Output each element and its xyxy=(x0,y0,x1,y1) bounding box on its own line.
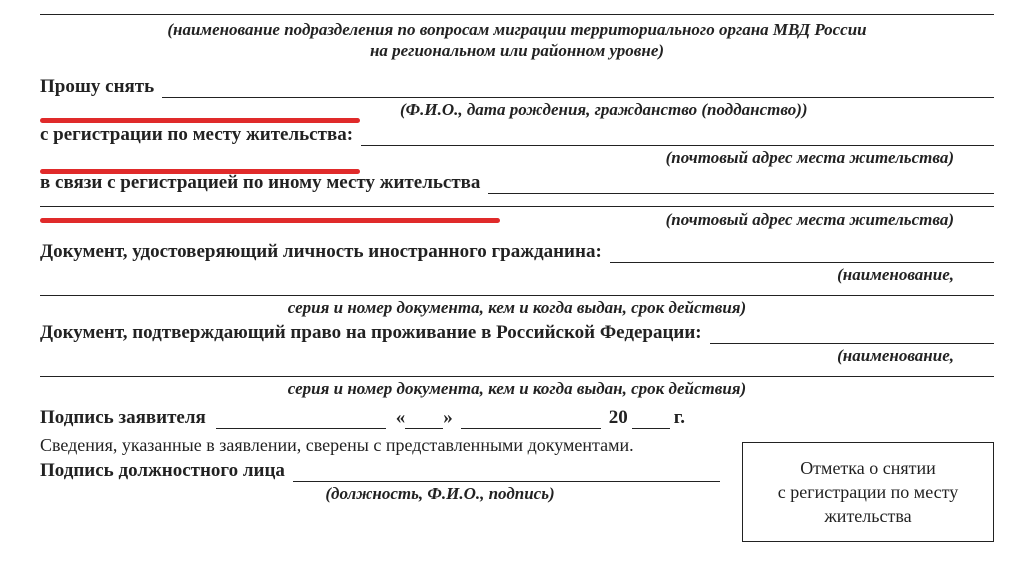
label-verified: Сведения, указанные в заявлении, сверены… xyxy=(40,435,720,456)
rule-reason-cont xyxy=(40,206,994,207)
blank-fio[interactable] xyxy=(162,81,994,98)
label-doc-residence: Документ, подтверждающий право на прожив… xyxy=(40,322,702,344)
row-request: Прошу снять xyxy=(40,76,994,98)
blank-signature-applicant[interactable] xyxy=(216,412,386,429)
rule-doc-residence-2 xyxy=(40,376,994,377)
row-signature-applicant: Подпись заявителя « » 20 г. xyxy=(40,407,720,429)
label-reason: в связи с регистрацией по иному месту жи… xyxy=(40,172,480,194)
label-year-suffix: г. xyxy=(674,407,685,429)
stamp-line-2: с регистрации по месту xyxy=(778,480,959,504)
stamp-box: Отметка о снятии с регистрации по месту … xyxy=(742,442,994,542)
label-request: Прошу снять xyxy=(40,76,154,98)
row-doc-residence: Документ, подтверждающий право на прожив… xyxy=(40,322,994,344)
label-signature-applicant: Подпись заявителя xyxy=(40,407,206,429)
row-signature-official: Подпись должностного лица xyxy=(40,460,720,482)
hint-address-1: (почтовый адрес места жительства) xyxy=(40,148,994,168)
blank-doc-residence[interactable] xyxy=(710,327,994,344)
highlight-1 xyxy=(40,118,360,123)
date-quote-open: « xyxy=(396,407,406,429)
caption-department-2: на региональном или районном уровне) xyxy=(40,40,994,61)
rule-top xyxy=(40,14,994,15)
hint-doc-identity-name: (наименование, xyxy=(40,265,994,285)
highlight-2 xyxy=(40,169,360,174)
hint-signature-official: (должность, Ф.И.О., подпись) xyxy=(40,484,720,504)
form-page: (наименование подразделения по вопросам … xyxy=(0,0,1024,575)
caption-department-1: (наименование подразделения по вопросам … xyxy=(40,19,994,40)
hint-doc-residence-series: серия и номер документа, кем и когда выд… xyxy=(40,379,994,399)
blank-signature-official[interactable] xyxy=(293,465,720,482)
row-reason-cont: (почтовый адрес места жительства) xyxy=(40,206,994,207)
hint-fio: (Ф.И.О., дата рождения, гражданство (под… xyxy=(400,100,994,120)
blank-doc-identity[interactable] xyxy=(610,246,994,263)
label-signature-official: Подпись должностного лица xyxy=(40,460,285,482)
stamp-line-3: жительства xyxy=(778,504,959,528)
blank-date-day[interactable] xyxy=(405,412,443,429)
hint-address-2: (почтовый адрес места жительства) xyxy=(666,210,954,230)
blank-address-2[interactable] xyxy=(488,177,994,194)
hint-doc-identity-series: серия и номер документа, кем и когда выд… xyxy=(40,298,994,318)
row-registration: с регистрации по месту жительства: xyxy=(40,124,994,146)
rule-doc-identity-2 xyxy=(40,295,994,296)
label-registration: с регистрации по месту жительства: xyxy=(40,124,353,146)
blank-address-1[interactable] xyxy=(361,129,994,146)
label-year-prefix: 20 xyxy=(609,407,628,429)
highlight-3 xyxy=(40,218,500,223)
row-reason: в связи с регистрацией по иному месту жи… xyxy=(40,172,994,194)
stamp-line-1: Отметка о снятии xyxy=(778,456,959,480)
row-doc-identity: Документ, удостоверяющий личность иностр… xyxy=(40,241,994,263)
hint-doc-residence-name: (наименование, xyxy=(40,346,994,366)
label-doc-identity: Документ, удостоверяющий личность иностр… xyxy=(40,241,602,263)
blank-date-year[interactable] xyxy=(632,412,670,429)
blank-date-month[interactable] xyxy=(461,412,601,429)
date-quote-close: » xyxy=(443,407,453,429)
